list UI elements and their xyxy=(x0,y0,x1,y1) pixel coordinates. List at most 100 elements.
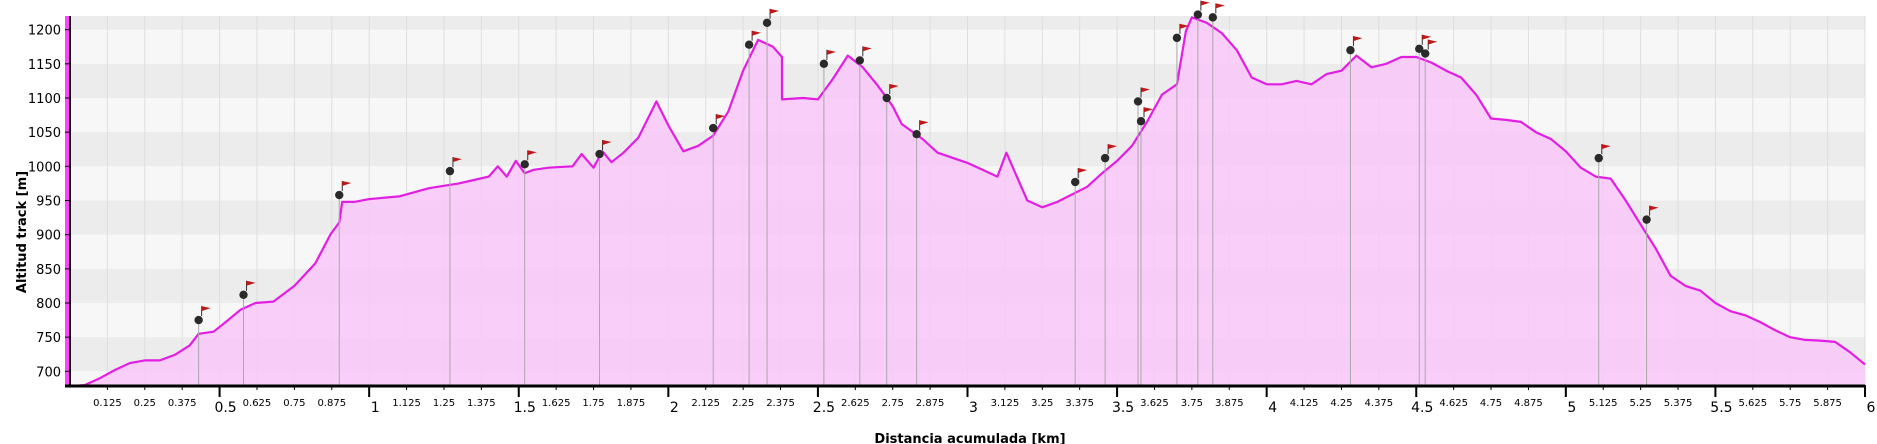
elevation-line xyxy=(69,16,1866,388)
x-major-tick-label: 1 xyxy=(371,400,380,416)
waypoint-dot xyxy=(709,123,718,133)
waypoint-dot xyxy=(1642,215,1651,224)
y-tick-label: 1200 xyxy=(28,24,61,39)
x-major-tick-label: 4 xyxy=(1268,400,1277,416)
flag-icon xyxy=(1649,205,1659,211)
flag-icon xyxy=(1108,144,1118,150)
axes xyxy=(65,16,1866,397)
x-major-tick-label: 2.5 xyxy=(813,400,835,416)
flag-icon xyxy=(1144,107,1154,113)
flag-icon xyxy=(1353,36,1363,42)
flag-icon xyxy=(1601,144,1611,150)
waypoint-dot xyxy=(744,40,754,49)
y-tick-label: 900 xyxy=(36,229,61,244)
waypoint-marker xyxy=(1594,144,1611,385)
waypoint-marker xyxy=(239,280,256,385)
waypoint-marker xyxy=(912,120,929,385)
flag-icon xyxy=(889,84,899,89)
elevation-area-fill xyxy=(70,17,1865,387)
x-minor-tick-label: 2.625 xyxy=(841,398,870,409)
x-minor-tick-label: 1.25 xyxy=(433,398,455,409)
x-minor-tick-label: 1.125 xyxy=(392,398,421,409)
x-minor-tick-label: 5.125 xyxy=(1589,398,1618,409)
x-minor-tick-label: 4.875 xyxy=(1514,398,1543,409)
x-minor-tick-label: 3.125 xyxy=(991,398,1020,409)
flag-icon xyxy=(1179,23,1189,29)
x-minor-tick-label: 5.25 xyxy=(1629,398,1651,409)
waypoint-marker xyxy=(744,30,762,385)
x-minor-tick-label: 5.75 xyxy=(1779,398,1801,409)
flag-icon xyxy=(919,120,929,126)
tick-labels: 700 750 800 850 900 950 1000 1050 1100 1150 1200 0.… xyxy=(28,24,1876,416)
x-major-tick-label: 6 xyxy=(1867,400,1876,416)
waypoint-dot xyxy=(194,315,203,325)
x-minor-tick-label: 5.625 xyxy=(1738,398,1767,409)
x-minor-tick-label: 4.625 xyxy=(1439,398,1468,409)
waypoint-marker xyxy=(335,181,352,385)
y-tick-label: 1050 xyxy=(28,126,61,141)
x-major-tick-label: 3 xyxy=(969,400,978,416)
waypoint-dot xyxy=(762,18,772,28)
flag-icon xyxy=(752,30,762,36)
waypoint-dot xyxy=(520,160,529,169)
y-axis-title: Altitud track [m] xyxy=(15,171,30,293)
flag-icon xyxy=(770,8,780,14)
waypoint-marker xyxy=(762,8,780,385)
x-minor-tick-label: 0.25 xyxy=(134,398,156,409)
x-minor-tick-label: 5.875 xyxy=(1813,398,1842,409)
x-major-tick-label: 3.5 xyxy=(1112,400,1134,416)
waypoint-marker xyxy=(194,306,211,385)
flag-icon xyxy=(1141,87,1151,93)
waypoint-marker xyxy=(1346,36,1363,385)
x-minor-tick-label: 3.875 xyxy=(1215,398,1244,409)
waypoint-marker xyxy=(1421,39,1438,385)
waypoint-dot xyxy=(1421,49,1430,58)
y-tick-label: 750 xyxy=(36,331,61,346)
y-tick-label: 1000 xyxy=(28,160,61,175)
x-minor-tick-label: 5.375 xyxy=(1664,398,1693,409)
x-minor-tick-label: 3.375 xyxy=(1065,398,1094,409)
y-tick-label: 800 xyxy=(36,297,61,312)
x-minor-tick-label: 1.625 xyxy=(542,398,571,409)
x-minor-tick-label: 1.75 xyxy=(582,398,604,409)
waypoint-markers xyxy=(194,0,1659,385)
waypoint-marker xyxy=(1415,34,1432,385)
flag-icon xyxy=(452,157,462,163)
x-minor-tick-label: 0.125 xyxy=(93,398,122,409)
x-minor-tick-label: 1.875 xyxy=(617,398,646,409)
profile-area xyxy=(69,16,1866,388)
waypoint-dot xyxy=(1136,117,1146,126)
x-minor-tick-label: 3.25 xyxy=(1031,398,1053,409)
waypoint-dot xyxy=(1594,153,1603,163)
y-tick-label: 950 xyxy=(36,195,61,210)
waypoint-dot xyxy=(1100,153,1110,163)
waypoint-marker xyxy=(855,46,872,385)
x-minor-tick-label: 0.875 xyxy=(317,398,346,409)
waypoint-dot xyxy=(239,290,248,299)
waypoint-marker xyxy=(1136,107,1154,385)
waypoint-dot xyxy=(1415,44,1424,53)
flag-icon xyxy=(201,306,211,312)
flag-icon xyxy=(602,140,612,146)
flag-icon xyxy=(1428,39,1438,45)
x-major-tick-label: 5 xyxy=(1567,400,1576,416)
x-minor-tick-label: 0.625 xyxy=(243,398,272,409)
waypoint-dot xyxy=(1071,177,1080,187)
waypoint-dot xyxy=(595,149,604,159)
waypoint-dot xyxy=(912,130,921,139)
flag-icon xyxy=(862,46,872,52)
flag-icon xyxy=(1215,3,1225,9)
waypoint-dot xyxy=(1193,10,1203,19)
x-major-tick-label: 1.5 xyxy=(514,400,536,416)
waypoint-marker xyxy=(1208,3,1225,385)
waypoint-marker xyxy=(1071,168,1088,385)
x-minor-tick-label: 3.625 xyxy=(1140,398,1169,409)
x-minor-tick-label: 2.75 xyxy=(882,398,904,409)
x-minor-tick-label: 4.125 xyxy=(1290,398,1319,409)
waypoint-dot xyxy=(1346,45,1355,55)
flag-icon xyxy=(342,181,352,187)
waypoint-marker xyxy=(595,140,612,385)
waypoint-marker xyxy=(1100,144,1118,385)
flag-icon xyxy=(1078,168,1088,174)
